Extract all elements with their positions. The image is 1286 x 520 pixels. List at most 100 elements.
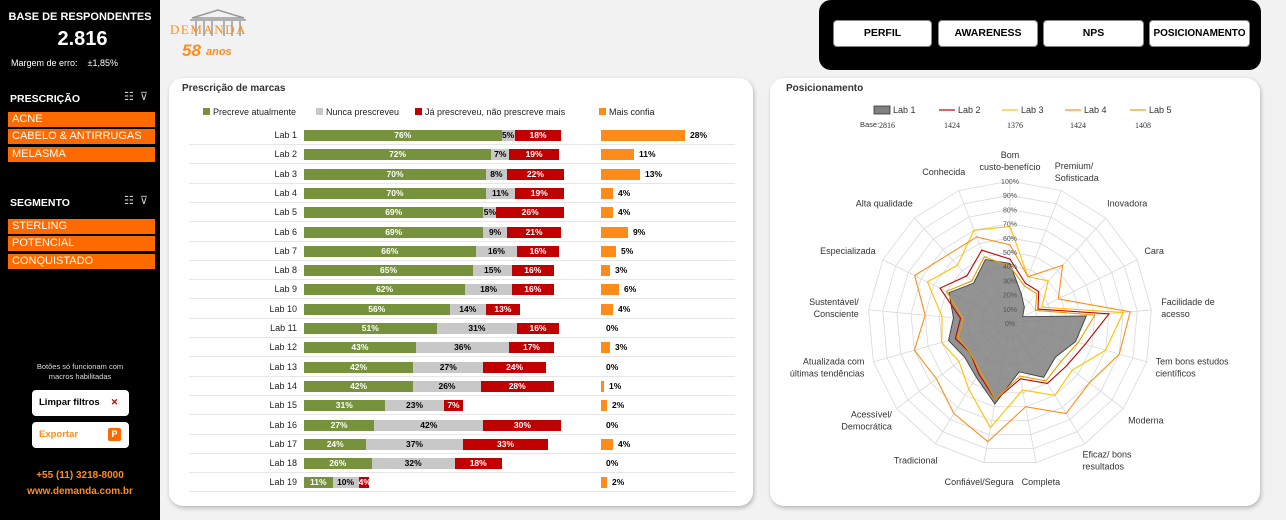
bar-row: Lab 17 24% 37% 33% 4% — [189, 435, 735, 454]
trust-label: 4% — [618, 187, 631, 198]
trust-bar — [601, 149, 634, 161]
multi-select-icon[interactable]: ☷ — [124, 91, 140, 103]
slicer-item-cabelo[interactable]: CABELO & ANTIRRUGAS — [8, 129, 155, 144]
bar-segment: 33% — [462, 438, 549, 450]
category-label: Lab 1 — [274, 130, 297, 140]
category-label: Lab 16 — [269, 419, 297, 430]
radar-tick-label: 100% — [1001, 179, 1019, 186]
trust-label: 3% — [615, 265, 628, 276]
bar-segment: 21% — [506, 226, 562, 238]
radar-tick-label: 0% — [1005, 321, 1015, 328]
multi-select-icon[interactable]: ☷ — [124, 195, 140, 207]
respondents-title: BASE DE RESPONDENTES — [8, 11, 152, 23]
bar-segment: 69% — [304, 207, 484, 219]
trust-bar — [601, 284, 619, 296]
radar-axis-label: Sustentável/Consciente — [809, 297, 859, 319]
bar-row: Lab 11 51% 31% 16% 0% — [189, 319, 735, 338]
radar-axis-label: Cara — [1144, 246, 1164, 256]
tab-nps[interactable]: NPS — [1043, 20, 1144, 47]
contact-phone: +55 (11) 3218-8000 — [36, 470, 124, 481]
slicer-item-sterling[interactable]: STERLING — [8, 219, 155, 234]
slicer-item-conquistado[interactable]: CONQUISTADO — [8, 254, 155, 269]
bar-segment: 65% — [304, 265, 473, 277]
bar-segment: 42% — [374, 419, 484, 431]
bar-segment: 56% — [304, 303, 450, 315]
radar-axis-label: Conhecida — [922, 167, 965, 177]
trust-bar — [601, 303, 613, 315]
bar-segment: 7% — [444, 400, 463, 412]
legend-label: Lab 5 — [1149, 105, 1172, 115]
tab-posicionamento[interactable]: POSICIONAMENTO — [1149, 20, 1250, 47]
trust-label: 28% — [690, 130, 708, 140]
legend-current: Precreve atualmente — [203, 107, 296, 117]
clear-filters-label: Limpar filtros — [39, 397, 100, 408]
legend-never: Nunca prescreveu — [316, 107, 399, 117]
legend-swatch — [415, 108, 422, 115]
category-label: Lab 3 — [274, 168, 297, 179]
radar-axis-label: Inovadora — [1107, 198, 1147, 208]
bar-row: Lab 13 42% 27% 24% 0% — [189, 358, 735, 377]
bar-segment: 5% — [501, 130, 515, 141]
radar-tick-label: 10% — [1003, 307, 1017, 314]
category-label: Lab 17 — [269, 438, 297, 449]
bar-segment: 19% — [509, 149, 559, 161]
slicer-item-potencial[interactable]: POTENCIAL — [8, 236, 155, 251]
radar-series-line — [945, 256, 1096, 401]
sidebar: BASE DE RESPONDENTES 2.816 Margem de err… — [0, 0, 160, 520]
bar-row: Lab 2 72% 7% 19% 11% — [189, 145, 735, 165]
slicer-item-melasma[interactable]: MELASMA — [8, 147, 155, 162]
base-value: 2816 — [879, 121, 895, 130]
bar-segment: 15% — [473, 265, 512, 277]
bar-segment: 51% — [304, 323, 437, 334]
export-button[interactable]: Exportar P — [32, 422, 129, 448]
prescricao-title: PRESCRIÇÃO — [10, 93, 81, 105]
margin-of-error: Margem de erro: ±1,85% — [11, 58, 118, 68]
legend-label-former: Já prescreveu, não prescreve mais — [425, 107, 566, 117]
radar-tick-label: 30% — [1003, 278, 1017, 285]
positioning-radar-chart: Lab 1 2816 Lab 2 1424 Lab 3 1376 Lab 4 1424 Lab … — [790, 105, 1229, 487]
bar-segment: 24% — [483, 361, 546, 373]
legend-swatch — [599, 108, 606, 115]
tab-awareness[interactable]: AWARENESS — [938, 20, 1038, 47]
bar-segment: 76% — [304, 130, 502, 141]
category-label: Lab 9 — [274, 284, 297, 295]
bar-segment: 69% — [304, 226, 484, 238]
macro-note-line1: Botões só funcionam com — [36, 362, 124, 371]
radar-axis-label: Alta qualidade — [856, 198, 913, 208]
macro-note-line2: macros habilitadas — [48, 372, 112, 381]
logo-columns — [195, 21, 241, 36]
legend-label-current: Precreve atualmente — [213, 107, 297, 117]
powerpoint-icon: P — [108, 428, 121, 441]
export-label: Exportar — [39, 429, 79, 440]
bar-segment: 30% — [483, 419, 562, 431]
category-label: Lab 6 — [274, 226, 297, 237]
trust-bar — [601, 168, 640, 180]
category-label: Lab 2 — [274, 149, 297, 160]
clear-filter-icon[interactable]: ⊽ — [139, 91, 154, 103]
bar-segment: 32% — [371, 458, 455, 470]
clear-filters-button[interactable]: Limpar filtros ✕ — [32, 390, 129, 416]
logo-years-word: anos — [206, 46, 232, 58]
bar-segment: 36% — [415, 342, 510, 354]
clear-filter-icon[interactable]: ⊽ — [139, 195, 154, 207]
bar-segment: 16% — [517, 245, 559, 257]
bar-segment: 4% — [358, 477, 371, 489]
bar-row: Lab 1 76% 5% 18% 28% — [189, 126, 735, 145]
bar-segment: 7% — [491, 149, 510, 161]
logo-roof — [191, 9, 245, 19]
radar-tick-label: 70% — [1003, 222, 1017, 229]
bar-segment: 19% — [514, 187, 564, 199]
radar-spoke — [1009, 259, 1138, 324]
radar-tick-label: 80% — [1003, 207, 1017, 214]
base-label: Base: — [860, 120, 879, 129]
bar-segment: 8% — [486, 168, 507, 180]
radar-axis-label: Facilidade de acesso — [1161, 297, 1215, 319]
legend-trust: Mais confia — [599, 107, 655, 117]
slicer-item-acne[interactable]: ACNE — [8, 112, 155, 127]
bar-row: Lab 3 70% 8% 22% 13% — [189, 165, 735, 184]
bar-segment: 27% — [304, 419, 375, 431]
bar-row: Lab 15 31% 23% 7% 2% — [189, 396, 735, 416]
tab-perfil[interactable]: PERFIL — [833, 20, 932, 47]
bar-row: Lab 10 56% 14% 13% 4% — [189, 300, 735, 319]
bar-segment: 72% — [304, 149, 492, 161]
